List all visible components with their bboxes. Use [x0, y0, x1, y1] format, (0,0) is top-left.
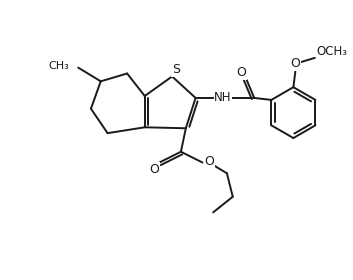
Text: O: O: [237, 66, 246, 79]
Text: O: O: [291, 57, 300, 70]
Text: O: O: [150, 163, 160, 176]
Text: NH: NH: [214, 92, 232, 104]
Text: S: S: [172, 63, 180, 76]
Text: O: O: [204, 155, 214, 168]
Text: OCH₃: OCH₃: [317, 45, 348, 59]
Text: CH₃: CH₃: [49, 61, 70, 71]
